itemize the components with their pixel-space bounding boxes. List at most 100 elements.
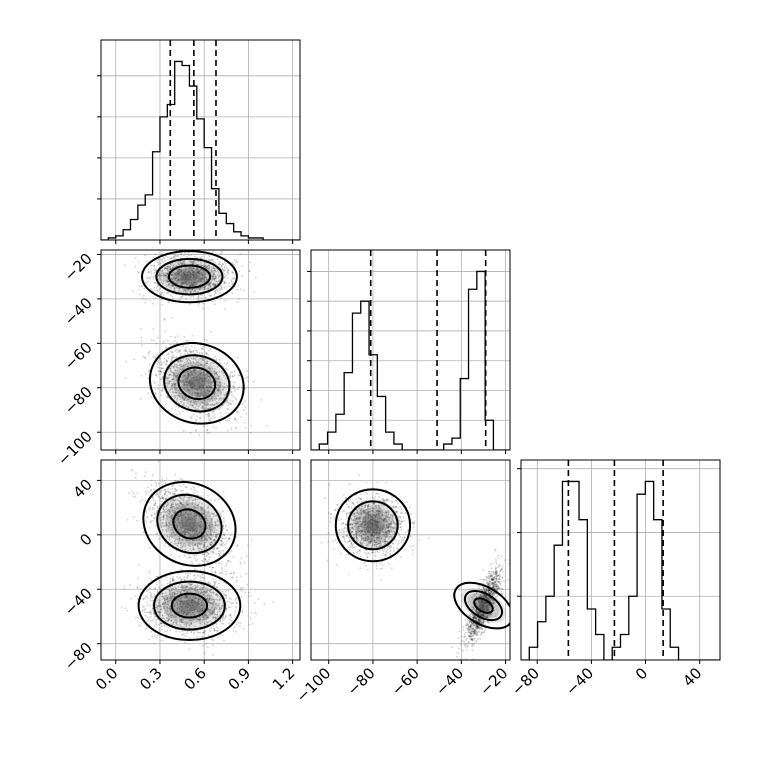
sample-point: [145, 511, 148, 513]
sample-point: [170, 536, 173, 539]
sample-point: [154, 513, 156, 516]
sample-point: [203, 510, 205, 512]
sample-point: [221, 385, 224, 387]
sample-point: [185, 282, 188, 285]
sample-point: [131, 490, 134, 493]
sample-point: [203, 375, 206, 377]
sample-point: [231, 281, 233, 283]
sample-point: [179, 368, 181, 370]
sample-point: [184, 523, 187, 526]
sample-point: [193, 267, 195, 270]
sample-point: [155, 374, 158, 376]
sample-point: [185, 376, 188, 378]
sample-point: [171, 578, 174, 580]
sample-point: [222, 615, 225, 617]
sample-point: [165, 613, 168, 616]
sample-point: [161, 390, 164, 392]
sample-point: [217, 395, 220, 397]
sample-point: [152, 256, 155, 259]
sample-point: [162, 367, 165, 370]
sample-point: [196, 279, 199, 282]
sample-point: [204, 393, 207, 395]
sample-point: [208, 283, 211, 285]
sample-point: [169, 284, 172, 287]
sample-point: [216, 373, 218, 376]
sample-point: [178, 272, 181, 275]
sample-point: [163, 510, 166, 512]
sample-point: [150, 613, 153, 616]
sample-point: [207, 522, 209, 525]
sample-point: [192, 515, 195, 517]
sample-point: [178, 269, 180, 271]
sample-point: [184, 506, 187, 509]
sample-point: [213, 276, 216, 279]
sample-point: [134, 257, 137, 259]
sample-point: [193, 280, 196, 283]
sample-point: [214, 284, 217, 286]
sample-point: [147, 486, 149, 489]
sample-point: [168, 286, 171, 288]
sample-point: [211, 536, 214, 538]
sample-point: [210, 598, 213, 601]
sample-point: [170, 516, 173, 518]
sample-point: [144, 298, 147, 301]
sample-point: [191, 262, 194, 265]
sample-point: [175, 365, 178, 368]
sample-point: [192, 606, 195, 609]
sample-point: [175, 392, 178, 394]
sample-point: [189, 403, 192, 405]
sample-point: [198, 387, 201, 389]
sample-point: [213, 372, 216, 375]
sample-point: [205, 533, 208, 535]
sample-point: [162, 274, 165, 277]
sample-point: [202, 387, 205, 390]
sample-point: [227, 269, 230, 272]
sample-point: [212, 272, 215, 275]
sample-point: [157, 495, 160, 498]
sample-point: [190, 383, 193, 386]
sample-point: [168, 267, 171, 270]
sample-point: [204, 558, 207, 561]
sample-point: [221, 263, 224, 265]
sample-point: [170, 365, 173, 367]
sample-point: [193, 379, 196, 381]
sample-point: [198, 374, 200, 376]
sample-point: [177, 502, 179, 505]
sample-point: [166, 535, 169, 538]
sample-point: [182, 282, 185, 285]
histogram-step-line: [521, 480, 720, 660]
sample-point: [206, 519, 209, 521]
sample-point: [176, 375, 179, 377]
sample-point: [187, 270, 190, 272]
sample-point: [150, 521, 153, 524]
sample-point: [243, 421, 246, 424]
sample-point: [196, 274, 199, 277]
sample-point: [178, 529, 181, 532]
sample-point: [178, 273, 181, 276]
sample-point: [236, 288, 239, 291]
sample-point: [221, 544, 224, 547]
sample-point: [209, 630, 212, 633]
sample-point: [172, 284, 174, 287]
sample-point: [205, 404, 208, 407]
sample-point: [190, 373, 193, 376]
sample-point: [139, 398, 142, 400]
sample-point: [189, 371, 192, 373]
sample-point: [172, 499, 174, 501]
sample-point: [232, 555, 235, 558]
sample-point: [196, 525, 198, 527]
sample-point: [210, 386, 213, 388]
sample-point: [185, 589, 188, 592]
sample-point: [160, 608, 162, 611]
sample-point: [179, 605, 182, 608]
sample-point: [180, 578, 183, 581]
sample-point: [185, 405, 188, 408]
sample-point: [236, 544, 239, 547]
sample-point: [201, 537, 203, 540]
sample-point: [154, 356, 157, 359]
sample-point: [190, 351, 192, 354]
sample-point: [190, 386, 193, 388]
sample-point: [221, 381, 223, 384]
sample-point: [174, 356, 177, 359]
sample-point: [180, 269, 183, 272]
